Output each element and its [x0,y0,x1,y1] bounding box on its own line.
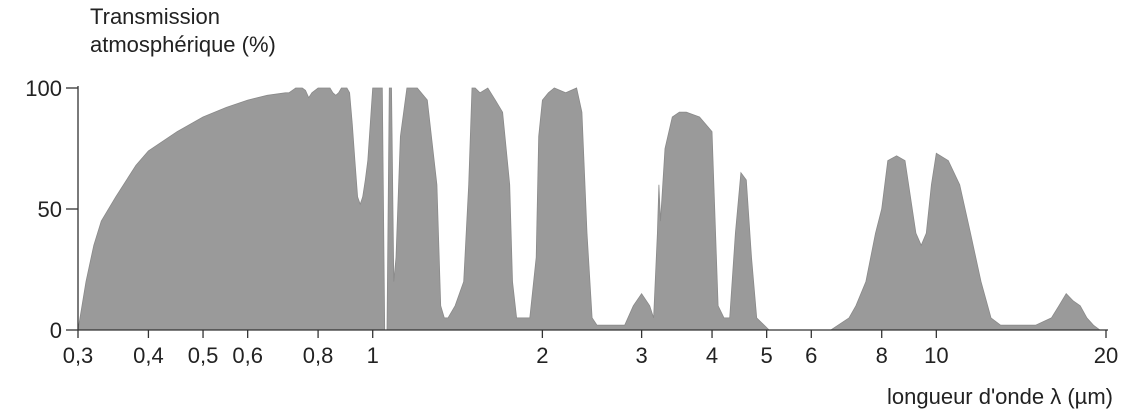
x-tick-label: 1 [367,343,379,368]
y-tick-label: 100 [25,76,62,101]
x-tick-label: 0,6 [232,343,263,368]
x-tick-label: 0,8 [303,343,334,368]
x-tick-label: 5 [761,343,773,368]
y-axis-title-line-2: atmosphérique (%) [90,32,276,57]
x-tick-label: 0,4 [133,343,164,368]
x-tick-label: 0,5 [188,343,219,368]
x-tick-label: 2 [536,343,548,368]
y-tick-label: 50 [38,197,62,222]
x-axis-title: longueur d'onde λ (µm) [887,384,1113,409]
x-tick-label: 8 [876,343,888,368]
x-tick-label: 10 [924,343,948,368]
y-tick-label: 0 [50,318,62,343]
transmission-area-0 [77,87,1106,331]
x-tick-label: 3 [635,343,647,368]
y-axis-title-line-1: Transmission [90,4,220,29]
x-tick-label: 4 [706,343,718,368]
x-tick-label: 6 [805,343,817,368]
x-tick-label: 20 [1094,343,1118,368]
x-tick-label: 0,3 [63,343,94,368]
